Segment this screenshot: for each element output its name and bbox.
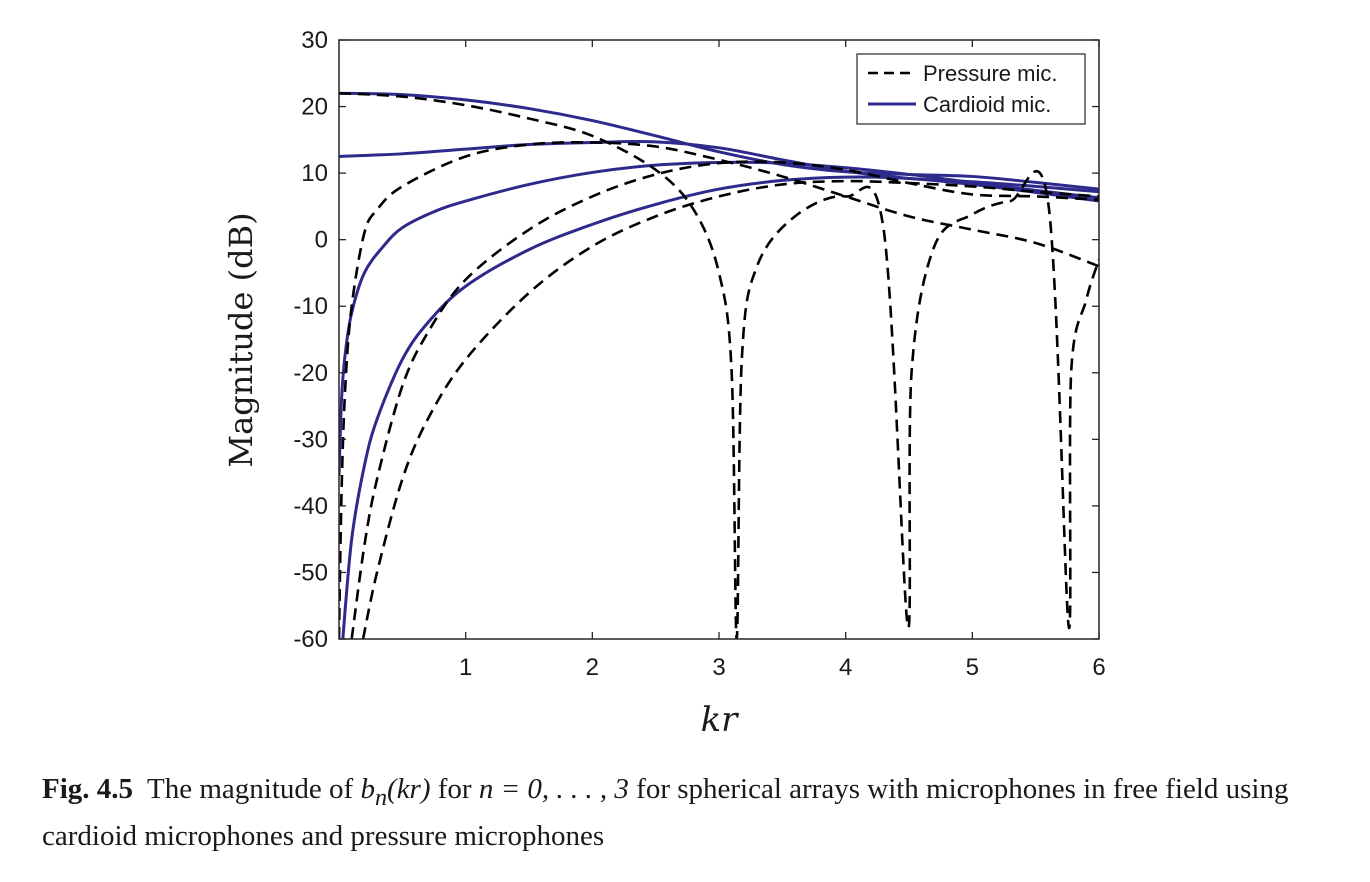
legend-box	[856, 53, 1086, 125]
series-line-pressure-0	[339, 91, 1099, 639]
y-tick-label: -60	[293, 626, 328, 653]
figure-chart: 30 20 10 0 -10 -20 -30 -40 -50 -60 1 2 3 4 5 6 Magnitud…	[222, 27, 1106, 740]
y-tick-label: -50	[293, 559, 328, 586]
x-tick-label: 3	[712, 654, 725, 681]
y-tick-label: 30	[301, 27, 328, 54]
y-axis-label: Magnitude (dB)	[222, 212, 260, 467]
caption-n-range: n = 0, . . . , 3	[478, 773, 629, 805]
legend-label-cardioid: Cardioid mic.	[923, 92, 1051, 117]
legend-label-pressure: Pressure mic.	[923, 61, 1057, 86]
x-tick-label: 2	[586, 654, 599, 681]
caption-text-c: for spherical arrays with microphones in…	[42, 773, 1289, 852]
y-tick-label: -30	[293, 426, 328, 453]
ticks-group: 30 20 10 0 -10 -20 -30 -40 -50 -60 1 2 3 4 5 6	[293, 27, 1105, 681]
caption-b-symbol: b	[360, 773, 375, 805]
caption-b-subscript: n	[374, 783, 388, 811]
series-line-cardioid-4	[339, 91, 1099, 191]
series-line-pressure-2	[350, 160, 1099, 639]
caption-text-b: for	[430, 773, 479, 805]
y-tick-label: -20	[293, 360, 328, 387]
x-tick-label: 5	[966, 654, 979, 681]
series-group	[339, 91, 1099, 639]
series-line-pressure-3	[361, 179, 1099, 639]
plot-area	[339, 40, 1099, 639]
caption-text-a: The magnitude of	[147, 773, 361, 805]
x-tick-label: 6	[1092, 654, 1105, 681]
legend: Pressure mic. Cardioid mic.	[856, 53, 1086, 125]
y-tick-label: -10	[293, 293, 328, 320]
y-tick-label: -40	[293, 493, 328, 520]
x-tick-label: 4	[839, 654, 852, 681]
series-line-cardioid-7	[341, 175, 1099, 639]
figure-caption: Fig. 4.5 The magnitude of bn(kr) for n = …	[42, 770, 1342, 855]
y-tick-label: 20	[301, 94, 328, 121]
y-tick-label: 0	[315, 227, 328, 254]
figure-label: Fig. 4.5	[42, 773, 134, 805]
caption-argument: (kr)	[387, 773, 431, 805]
y-tick-label: 10	[301, 160, 328, 187]
x-tick-label: 1	[459, 654, 472, 681]
x-axis-label: kr	[701, 700, 740, 740]
series-line-pressure-1	[339, 141, 1099, 639]
